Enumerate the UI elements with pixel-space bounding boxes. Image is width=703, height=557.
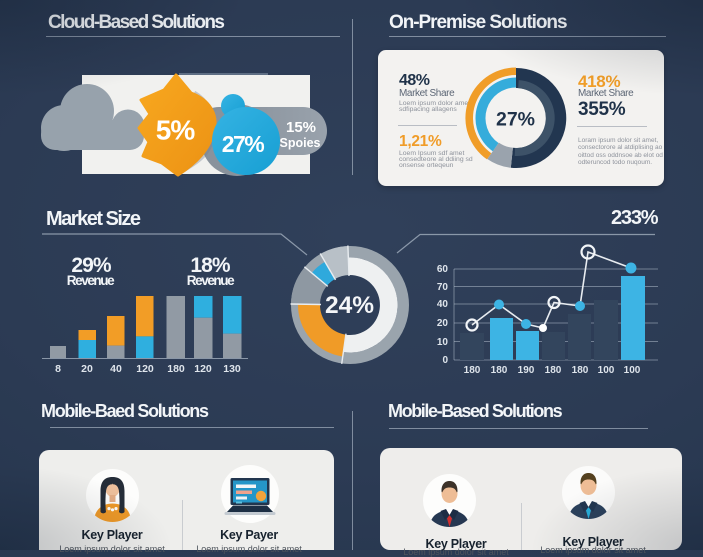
svg-text:190: 190 [518,365,535,376]
svg-text:120: 120 [136,363,154,375]
svg-text:10: 10 [437,337,449,348]
svg-text:100: 100 [624,365,641,376]
svg-text:5%: 5% [156,115,196,146]
svg-text:20: 20 [437,318,449,329]
svg-text:40: 40 [437,299,449,310]
svg-text:180: 180 [167,363,185,375]
svg-text:0: 0 [442,355,448,366]
svg-text:180: 180 [545,365,562,376]
svg-text:70: 70 [437,282,449,293]
svg-text:180: 180 [464,365,481,376]
svg-text:27%: 27% [496,109,535,131]
svg-text:8: 8 [55,363,61,375]
svg-text:180: 180 [491,365,508,376]
svg-text:24%: 24% [325,292,374,319]
svg-text:40: 40 [110,363,122,375]
svg-text:120: 120 [194,363,212,375]
svg-text:100: 100 [598,365,615,376]
svg-text:15%: 15% [286,119,316,136]
svg-text:130: 130 [223,363,241,375]
svg-text:60: 60 [437,264,449,275]
svg-text:20: 20 [81,363,93,375]
svg-text:Spoies: Spoies [280,136,321,150]
svg-text:27%: 27% [222,131,265,157]
svg-text:180: 180 [572,365,589,376]
